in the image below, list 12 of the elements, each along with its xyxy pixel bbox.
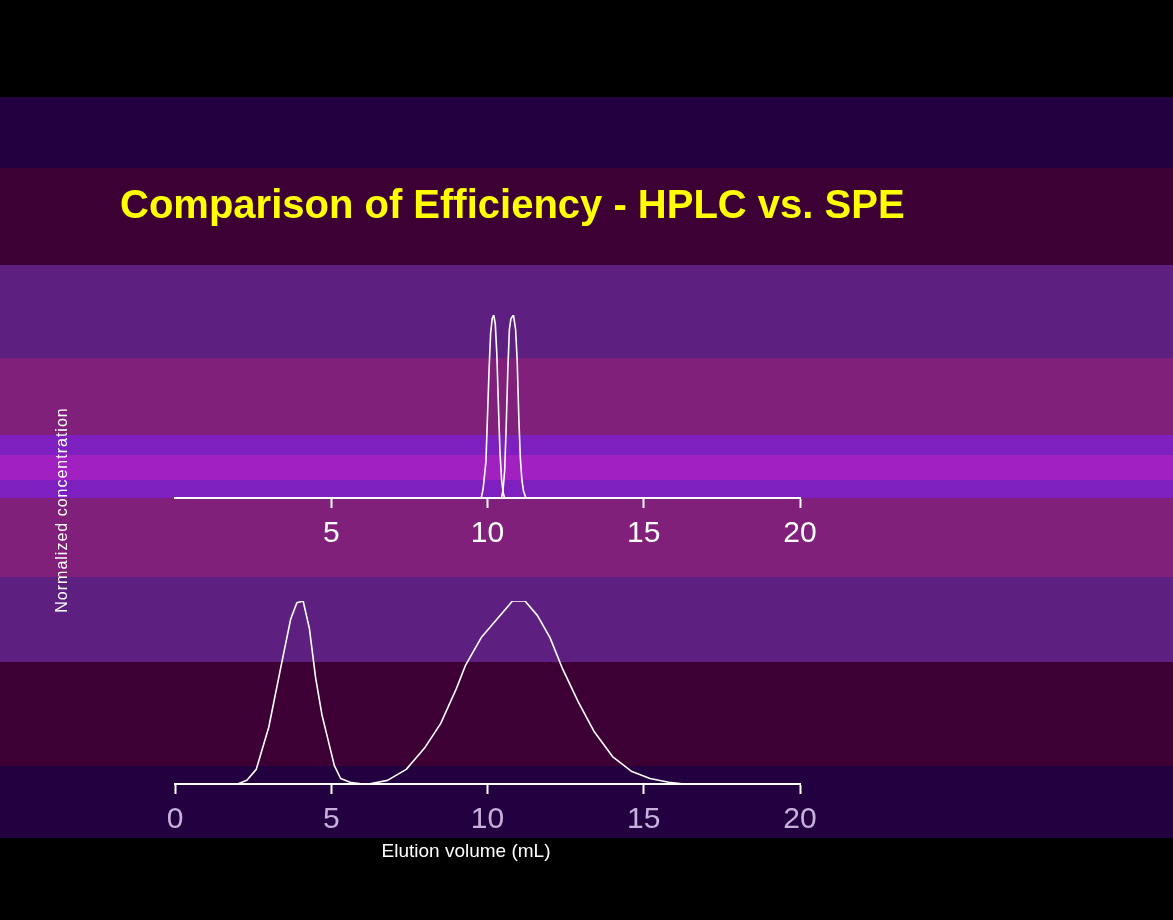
x-tick-label: 0 [166,801,184,835]
x-tick-label: 10 [470,515,505,549]
y-axis-title: Normalized concentration [53,407,71,613]
x-tick-label: 20 [783,801,817,835]
x-tick-label: 15 [627,515,661,549]
x-tick-label: 20 [783,515,817,549]
x-tick-label: 15 [627,801,661,835]
x-axis-title: Elution volume (mL) [381,840,551,862]
chart-title: Comparison of Efficiency - HPLC vs. SPE [120,182,905,227]
x-tick-label: 10 [470,801,505,835]
x-tick-label: 5 [322,801,340,835]
x-tick-label: 5 [322,515,340,549]
